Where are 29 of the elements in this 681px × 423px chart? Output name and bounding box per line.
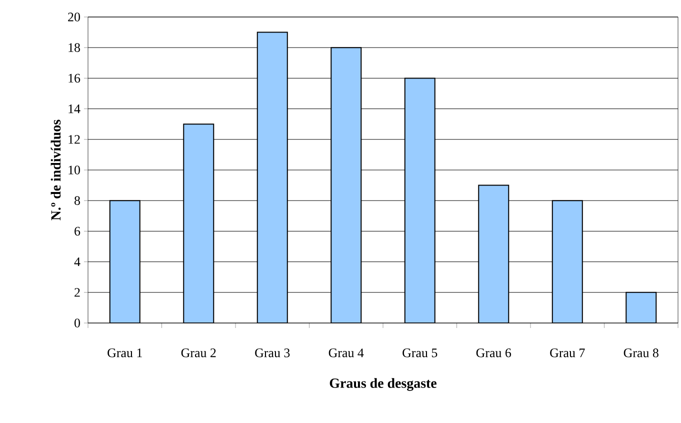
- x-tick-label: Grau 5: [402, 348, 438, 358]
- bar: [478, 184, 510, 323]
- y-tick-label: 6: [74, 226, 80, 236]
- bar: [330, 47, 362, 323]
- x-tick-label: Grau 3: [255, 348, 290, 358]
- x-tick-label: Grau 1: [108, 348, 142, 358]
- y-tick-label: 8: [74, 196, 80, 205]
- y-tick-label: 14: [68, 104, 80, 114]
- bar: [256, 32, 288, 323]
- y-tick-label: 16: [68, 74, 80, 83]
- x-tick-label: Grau 2: [181, 348, 216, 358]
- x-tick-label: Grau 8: [624, 348, 658, 358]
- y-tick-label: 4: [74, 258, 80, 266]
- bar: [183, 124, 214, 323]
- bar: [626, 292, 657, 323]
- bar: [109, 200, 140, 323]
- bar: [404, 78, 436, 323]
- y-tick-label: 12: [68, 135, 80, 144]
- y-axis-title: N.º de indivíduos: [50, 120, 61, 220]
- y-tick-label: 20: [68, 12, 80, 22]
- y-tick-label: 18: [68, 43, 80, 52]
- y-tick-label: 0: [74, 318, 80, 328]
- x-tick-label: Grau 4: [328, 348, 364, 358]
- x-tick-label: Grau 6: [476, 348, 512, 358]
- bar: [552, 200, 583, 323]
- y-tick-label: 2: [74, 288, 80, 297]
- x-tick-label: Grau 7: [550, 348, 585, 358]
- x-axis-title: Graus de desgaste: [330, 378, 436, 391]
- y-tick-label: 10: [68, 166, 80, 174]
